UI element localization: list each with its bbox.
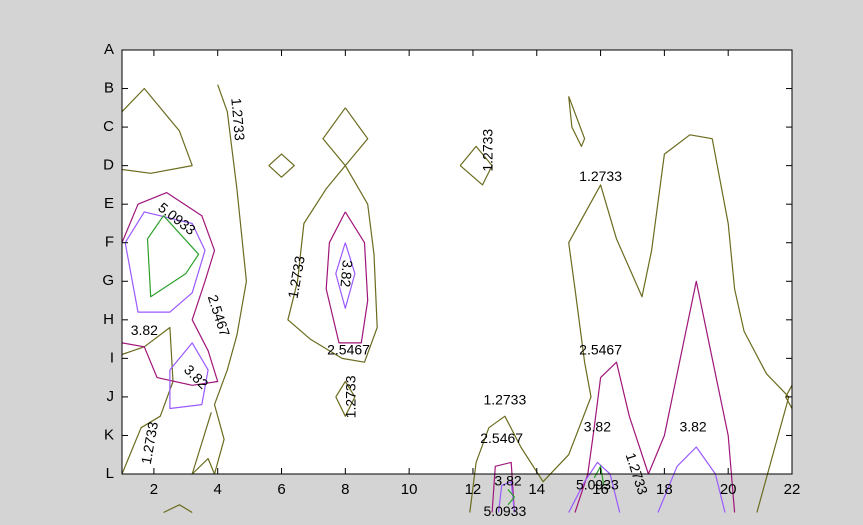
x-axis: 2 4 6 8 10 12 14 16 18 20 22: [150, 50, 801, 498]
contour-lines: [121, 84, 793, 514]
y-tick-label: J: [107, 388, 115, 405]
contour-label: 1.2733: [480, 129, 496, 172]
contour-label: 1.2733: [342, 375, 358, 418]
contour-label: 3.82: [131, 322, 158, 338]
x-tick-label: 6: [277, 481, 285, 498]
contour-line: [191, 84, 247, 475]
contour-line: [325, 211, 369, 344]
y-tick-label: I: [110, 349, 114, 366]
x-tick-label: 22: [784, 481, 801, 498]
contour-line: [268, 153, 295, 178]
x-tick-label: 20: [720, 481, 737, 498]
contour-label: 1.2733: [228, 97, 248, 141]
contour-line: [287, 165, 378, 363]
contour-line: [124, 211, 206, 313]
contour-line: [469, 134, 790, 513]
x-tick-label: 2: [150, 481, 158, 498]
y-tick-label: E: [104, 195, 114, 212]
x-tick-label: 8: [341, 481, 349, 498]
contour-label: 2.5467: [579, 341, 622, 357]
contour-line: [507, 489, 515, 506]
y-tick-label: F: [105, 234, 114, 251]
y-axis: A B C D E F G H I J K L: [102, 41, 792, 482]
contour-label: 2.5467: [480, 430, 523, 446]
contour-label: 1.2733: [483, 391, 526, 407]
y-tick-label: G: [102, 272, 114, 289]
y-tick-label: L: [106, 465, 114, 482]
contour-label: 3.82: [679, 418, 706, 434]
x-tick-label: 14: [528, 481, 545, 498]
contour-label: 1.2733: [138, 420, 161, 465]
contour-line: [491, 461, 515, 513]
plot-area: [122, 50, 792, 474]
contour-label: 1.2733: [579, 168, 622, 184]
x-tick-label: 10: [401, 481, 418, 498]
contour-line: [121, 87, 193, 174]
plot-border: [121, 49, 793, 475]
contour-label: 5.0933: [483, 503, 526, 519]
x-tick-label: 16: [592, 481, 609, 498]
contour-line: [568, 461, 621, 513]
contour-label: 3.82: [584, 418, 611, 434]
y-tick-label: K: [104, 426, 114, 443]
y-tick-label: D: [103, 157, 114, 174]
x-tick-label: 12: [465, 481, 482, 498]
y-tick-label: H: [103, 311, 114, 328]
y-tick-label: A: [104, 41, 114, 58]
contour-line: [163, 504, 193, 514]
contour-line: [657, 446, 726, 513]
contour-line: [335, 380, 356, 417]
contour-line: [169, 342, 209, 410]
contour-line: [146, 215, 200, 298]
x-tick-label: 4: [214, 481, 222, 498]
contour-label: 1.2733: [285, 255, 308, 300]
y-tick-label: C: [103, 118, 114, 135]
contour-label: 2.5467: [327, 341, 370, 357]
contour-line: [568, 96, 586, 147]
contour-label: 3.82: [494, 472, 521, 488]
x-tick-label: 18: [656, 481, 673, 498]
contour-label: 3.82: [337, 259, 355, 288]
contour-line: [459, 145, 493, 186]
contour-line: [497, 481, 515, 513]
contour-label: 5.0933: [576, 476, 619, 492]
contour-line: [785, 385, 793, 409]
y-tick-label: B: [104, 80, 114, 97]
contour-line: [121, 192, 219, 386]
contour-line: [335, 242, 356, 309]
